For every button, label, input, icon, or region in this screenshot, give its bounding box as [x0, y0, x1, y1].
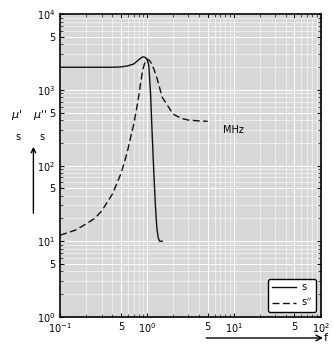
s$^{\prime\prime}$	[126, 148, 130, 152]
s	[119, 65, 123, 69]
s$^{\prime\prime}$	[186, 118, 190, 122]
s	[147, 63, 151, 68]
s	[139, 56, 143, 60]
s	[129, 63, 133, 67]
s	[155, 226, 159, 230]
s	[132, 62, 136, 66]
s$^{\prime\prime}$	[149, 60, 153, 64]
s	[150, 133, 154, 138]
Text: s: s	[39, 132, 44, 142]
Text: s: s	[16, 132, 21, 142]
s	[152, 171, 156, 175]
s$^{\prime\prime}$	[139, 79, 143, 84]
s$^{\prime\prime}$	[171, 112, 175, 116]
Legend: s, s$^{\prime\prime}$: s, s$^{\prime\prime}$	[268, 279, 316, 312]
s	[58, 65, 62, 69]
s$^{\prime\prime}$	[143, 60, 147, 64]
s$^{\prime\prime}$	[115, 181, 119, 186]
s	[156, 236, 160, 240]
Text: $\mu$': $\mu$'	[11, 108, 22, 122]
Text: MHz: MHz	[223, 125, 244, 135]
s	[143, 55, 147, 59]
s	[153, 203, 157, 207]
s	[126, 64, 130, 68]
Line: s: s	[60, 57, 162, 241]
s$^{\prime\prime}$	[197, 119, 201, 123]
s$^{\prime\prime}$	[137, 95, 141, 99]
s	[84, 65, 88, 69]
Text: f: f	[323, 333, 327, 343]
s$^{\prime\prime}$	[119, 172, 123, 176]
s	[158, 239, 162, 243]
s	[134, 60, 138, 64]
s$^{\prime\prime}$	[155, 76, 159, 80]
s$^{\prime\prime}$	[132, 123, 136, 127]
s	[145, 57, 149, 61]
s	[141, 55, 145, 59]
s$^{\prime\prime}$	[141, 67, 145, 71]
Line: s$^{\prime\prime}$: s$^{\prime\prime}$	[60, 59, 208, 235]
s$^{\prime\prime}$	[58, 233, 62, 237]
s$^{\prime\prime}$	[145, 57, 149, 62]
s$^{\prime\prime}$	[152, 67, 156, 71]
s	[137, 58, 141, 62]
s$^{\prime\prime}$	[100, 209, 104, 213]
s$^{\prime\prime}$	[206, 119, 210, 123]
s$^{\prime\prime}$	[111, 192, 115, 196]
s	[100, 65, 104, 69]
s	[160, 239, 164, 243]
s$^{\prime\prime}$	[84, 222, 88, 226]
s$^{\prime\prime}$	[129, 135, 133, 139]
s$^{\prime\prime}$	[105, 200, 109, 204]
s$^{\prime\prime}$	[73, 228, 77, 232]
s$^{\prime\prime}$	[93, 216, 97, 221]
s$^{\prime\prime}$	[179, 116, 183, 121]
s$^{\prime\prime}$	[134, 109, 138, 114]
s	[111, 65, 115, 69]
s$^{\prime\prime}$	[160, 95, 164, 99]
Text: $\mu$'': $\mu$''	[33, 108, 47, 122]
s$^{\prime\prime}$	[147, 58, 151, 62]
s	[149, 91, 153, 96]
s$^{\prime\prime}$	[122, 160, 126, 165]
